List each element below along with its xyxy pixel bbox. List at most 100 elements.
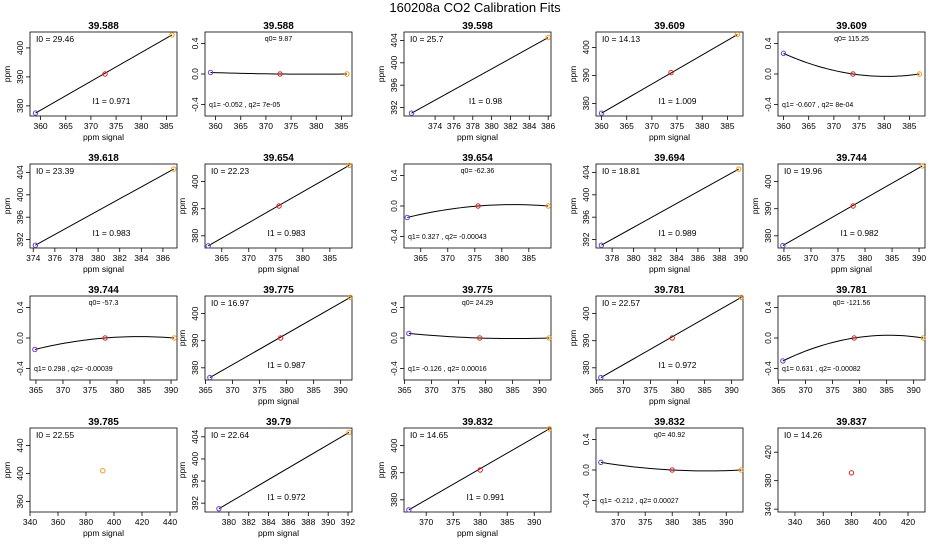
x-tick-label: 365	[620, 121, 634, 131]
x-tick-label: 400	[107, 517, 121, 527]
x-tick-label: 375	[638, 517, 652, 527]
panel-title: 39.79	[266, 417, 291, 428]
data-point	[848, 470, 855, 476]
y-tick-label: -0.4	[763, 97, 773, 112]
fit-line	[411, 37, 549, 114]
fit-line	[600, 296, 742, 378]
y-axis-label: ppm	[177, 330, 187, 347]
y-tick-label: 0.4	[190, 37, 200, 49]
panel-title: 39.654	[263, 153, 294, 164]
x-tick-label: 370	[804, 253, 818, 263]
x-tick-label: 390	[533, 385, 547, 395]
annotation: I1 = 0.991	[466, 492, 504, 502]
data-point	[102, 335, 108, 341]
y-tick-label: 0.0	[389, 200, 399, 212]
y-tick-label: 440	[15, 438, 25, 452]
x-axis-label: ppm signal	[258, 264, 299, 274]
y-tick-label: 0.4	[763, 301, 773, 313]
x-tick-label: 360	[208, 121, 222, 131]
x-tick-label: 370	[616, 385, 630, 395]
x-tick-label: 370	[827, 121, 841, 131]
plot-frame	[204, 163, 353, 249]
fit-line	[782, 165, 923, 246]
y-tick-label: 380	[190, 360, 200, 374]
data-point	[171, 335, 177, 341]
x-tick-label: 385	[692, 517, 706, 527]
y-tick-label: -0.4	[581, 493, 591, 508]
annotation: I0 = 14.26	[784, 430, 822, 440]
x-tick-label: 380	[858, 253, 872, 263]
x-tick-label: 390	[734, 253, 748, 263]
y-tick-label: 400	[581, 306, 591, 320]
x-tick-label: 375	[83, 385, 97, 395]
x-axis-label: ppm signal	[258, 396, 299, 406]
y-tick-label: 400	[581, 40, 591, 54]
y-tick-label: 400	[15, 466, 25, 480]
data-point	[669, 467, 675, 473]
y-axis-label: ppm	[568, 66, 578, 83]
y-tick-label: 0.4	[763, 37, 773, 49]
data-point	[404, 214, 410, 221]
annotation: q0= -62.36	[461, 168, 495, 175]
y-tick-label: 340	[763, 502, 773, 516]
fit-line	[218, 431, 350, 510]
y-tick-label: 0.4	[15, 301, 25, 313]
annotation: I1 = 0.983	[92, 228, 130, 238]
x-tick-label: 340	[23, 517, 37, 527]
data-point	[216, 505, 222, 512]
x-tick-label: 400	[873, 517, 887, 527]
x-tick-label: 385	[137, 385, 151, 395]
x-tick-label: 392	[341, 517, 355, 527]
x-tick-label: 385	[506, 385, 520, 395]
data-point	[406, 330, 412, 337]
x-axis-label: ppm signal	[83, 528, 124, 538]
annotation: q0= -57.3	[89, 300, 119, 307]
panel-title: 39.832	[462, 417, 493, 428]
annotation: I1 = 0.983	[267, 228, 305, 238]
annotation: I0 = 14.65	[410, 430, 448, 440]
fit-line	[209, 296, 351, 378]
x-axis-label: ppm signal	[83, 264, 124, 274]
y-axis-label: ppm	[568, 330, 578, 347]
y-tick-label: 420	[763, 445, 773, 459]
panel-title: 39.618	[88, 153, 119, 164]
data-point	[738, 467, 745, 473]
y-tick-label: 380	[763, 473, 773, 487]
y-tick-label: 380	[190, 228, 200, 242]
plot-frame	[29, 163, 178, 249]
annotation: I0 = 22.23	[211, 166, 249, 176]
x-tick-label: 375	[825, 385, 839, 395]
data-point	[545, 34, 551, 41]
panel-title: 39.781	[654, 285, 685, 296]
annotation: I0 = 22.55	[36, 430, 74, 440]
x-tick-label: 370	[84, 121, 98, 131]
x-axis-label: ppm signal	[831, 264, 872, 274]
x-tick-label: 360	[594, 121, 608, 131]
x-tick-label: 380	[671, 385, 685, 395]
x-tick-label: 390	[334, 385, 348, 395]
y-tick-label: 396	[190, 474, 200, 488]
annotation: q1= 0.298 , q2= -0.00039	[34, 366, 113, 373]
x-tick-label: 375	[468, 253, 482, 263]
x-tick-label: 385	[159, 121, 173, 131]
x-tick-label: 370	[645, 121, 659, 131]
data-point	[780, 50, 787, 57]
y-tick-label: 390	[190, 201, 200, 215]
fit-curve	[408, 332, 550, 340]
data-point	[780, 242, 786, 249]
y-tick-label: 0.0	[763, 68, 773, 80]
annotation: q1= -0.607 , q2= 8e-04	[782, 102, 853, 109]
x-tick-label: 380	[665, 517, 679, 527]
y-tick-label: 380	[15, 99, 25, 113]
plot-frame	[204, 427, 353, 513]
y-tick-label: 390	[389, 465, 399, 479]
x-tick-label: 386	[156, 253, 170, 263]
plot-frame	[777, 427, 926, 513]
data-point	[276, 203, 282, 209]
data-point	[850, 71, 856, 77]
x-tick-label: 376	[447, 121, 461, 131]
plot-frame	[595, 31, 744, 117]
annotation: I1 = 0.972	[658, 360, 696, 370]
x-tick-label: 360	[51, 517, 65, 527]
